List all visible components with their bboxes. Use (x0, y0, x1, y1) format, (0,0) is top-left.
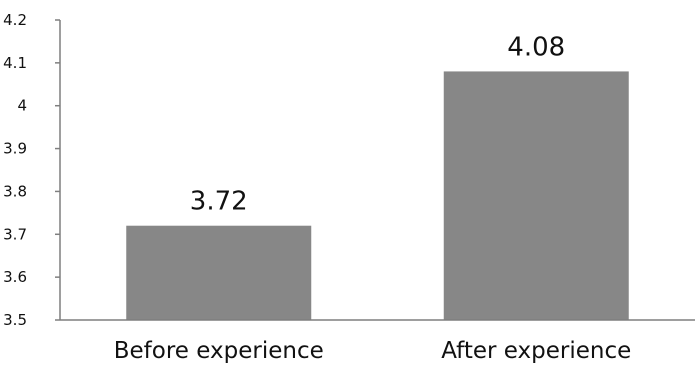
data-labels: 3.72 4.08 (190, 32, 565, 216)
y-tick-label: 4 (17, 97, 27, 115)
x-category-label-1: After experience (441, 338, 631, 364)
y-tick-label: 4.1 (3, 54, 27, 72)
y-tick-label: 4.2 (3, 11, 27, 29)
bar-0 (126, 225, 312, 320)
y-tick-label: 3.5 (3, 311, 27, 329)
data-label-0: 3.72 (190, 187, 248, 217)
data-label-1: 4.08 (507, 32, 565, 62)
y-axis-ticks: 3.5 3.6 3.7 3.8 3.9 4 4.1 4.2 (3, 11, 60, 329)
y-tick-label: 3.8 (3, 182, 27, 200)
x-category-label-0: Before experience (114, 338, 324, 364)
bar-1 (443, 71, 629, 320)
y-tick-label: 3.9 (3, 140, 27, 158)
y-tick-label: 3.6 (3, 268, 27, 286)
bars (126, 71, 629, 320)
y-tick-label: 3.7 (3, 225, 27, 243)
x-axis-labels: Before experience After experience (114, 338, 632, 364)
